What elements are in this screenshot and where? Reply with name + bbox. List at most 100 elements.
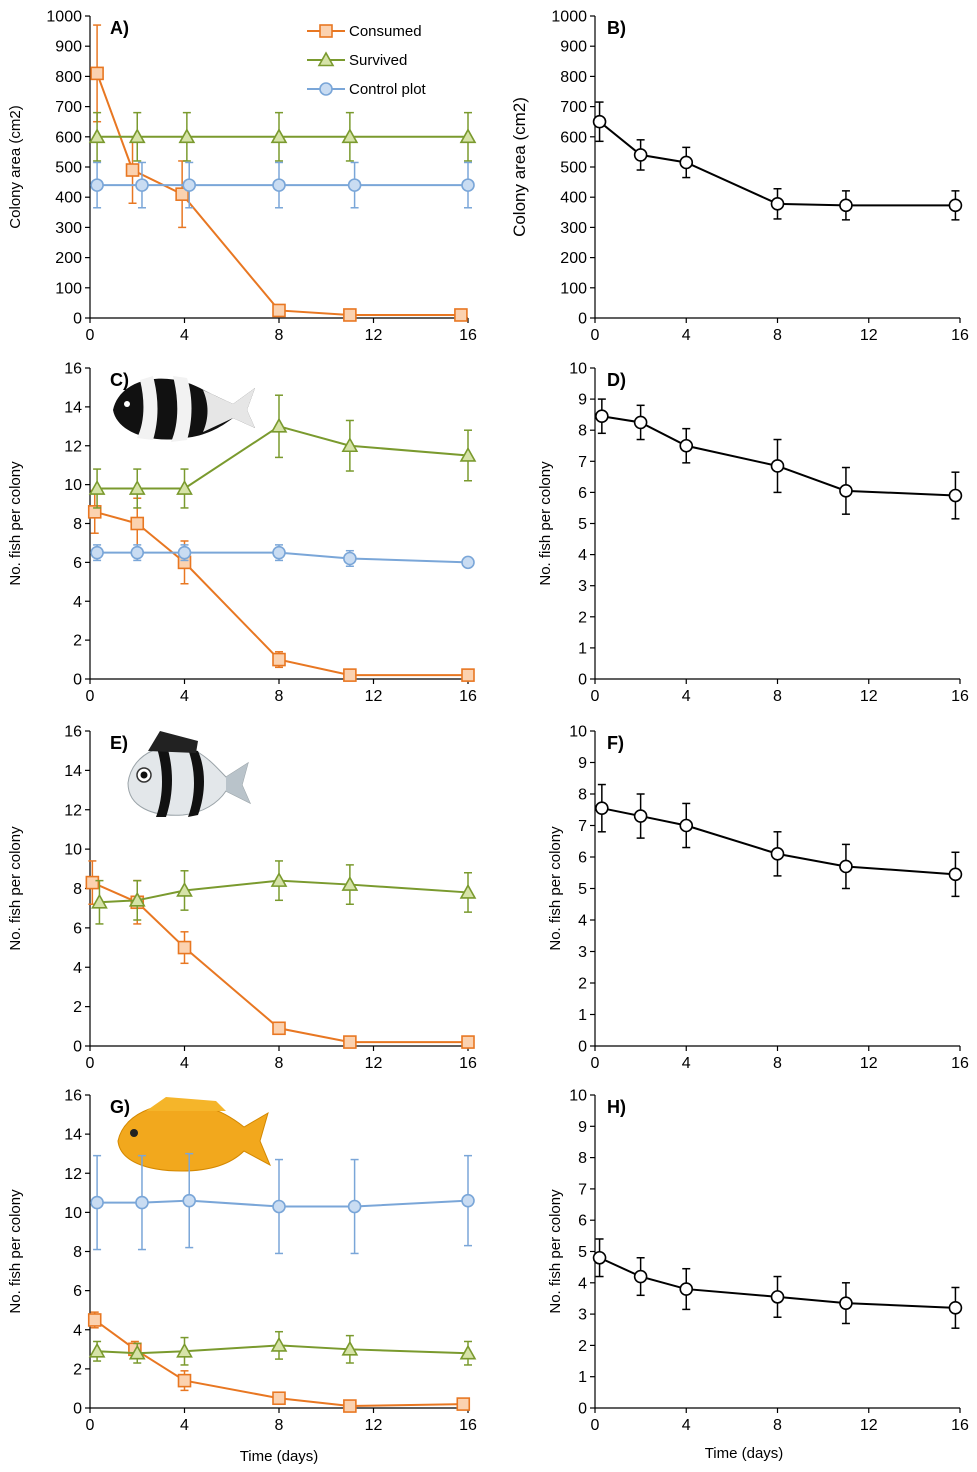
chart-panel-a: 0 100 200 300 400 500 600 700 800 900 1000 0 4 8 12 16 C… — [7, 9, 477, 345]
x-tick-label: 4 — [682, 327, 691, 344]
data-point — [178, 128, 196, 144]
legend-item-survived: Survived — [307, 51, 407, 69]
series-survived — [91, 860, 477, 925]
legend-marker — [319, 82, 333, 96]
x-tick-label: 16 — [951, 1417, 969, 1434]
data-point — [341, 875, 359, 891]
y-tick-label: 4 — [73, 594, 82, 611]
y-tick-label: 6 — [578, 1213, 587, 1230]
y-tick-label: 5 — [578, 516, 587, 533]
panel-label: H) — [607, 1097, 626, 1117]
x-tick-label: 0 — [591, 1055, 600, 1072]
y-tick-label: 14 — [64, 1127, 82, 1144]
data-point — [770, 197, 785, 211]
y-tick-label: 1000 — [46, 9, 82, 26]
panel-label: B) — [607, 18, 626, 38]
data-point — [839, 1296, 853, 1310]
y-tick-label: 4 — [73, 960, 82, 977]
data-point — [90, 66, 104, 81]
x-tick-label: 16 — [459, 1417, 477, 1434]
y-tick-label: 900 — [560, 39, 587, 56]
data-point — [347, 1199, 362, 1214]
data-point — [85, 875, 100, 890]
data-point — [90, 1195, 104, 1210]
series-control-plot — [90, 544, 475, 570]
y-tick-label: 1 — [578, 1369, 587, 1386]
y-tick-label: 8 — [73, 1244, 82, 1261]
y-axis-label: Colony area (cm2) — [510, 97, 529, 237]
y-tick-label: 7 — [578, 454, 587, 471]
data-point — [272, 545, 286, 560]
y-tick-label: 1 — [578, 1007, 587, 1024]
data-point — [839, 198, 853, 213]
y-tick-label: 16 — [64, 361, 82, 378]
x-tick-label: 12 — [365, 1417, 383, 1434]
x-tick-label: 12 — [860, 327, 878, 344]
data-point — [633, 415, 648, 430]
data-point — [270, 1336, 288, 1352]
y-tick-label: 6 — [578, 485, 587, 502]
x-tick-label: 0 — [591, 688, 600, 705]
y-tick-label: 0 — [73, 1401, 82, 1418]
y-tick-label: 14 — [64, 399, 82, 416]
data-point — [341, 1340, 359, 1356]
data-point — [948, 1301, 963, 1315]
data-point — [343, 1035, 357, 1049]
data-point — [347, 178, 362, 192]
data-point — [128, 1344, 146, 1360]
data-point — [343, 668, 357, 682]
data-point — [88, 128, 106, 144]
legend-label: Consumed — [349, 23, 422, 40]
legend-marker — [319, 24, 333, 38]
series-consumed — [87, 1311, 471, 1413]
x-tick-label: 4 — [180, 1055, 189, 1072]
data-point — [87, 1313, 102, 1327]
series-survived — [88, 1330, 477, 1366]
fish-striped-white-icon — [127, 731, 252, 817]
x-tick-label: 16 — [951, 1055, 969, 1072]
y-tick-label: 8 — [73, 516, 82, 533]
y-axis-label: No. fish per colony — [547, 826, 564, 951]
data-point — [595, 409, 609, 424]
data-point — [90, 545, 104, 560]
y-tick-label: 700 — [55, 99, 82, 116]
data-point — [948, 488, 963, 503]
y-tick-label: 100 — [55, 280, 82, 297]
x-tick-label: 8 — [773, 1055, 782, 1072]
x-tick-label: 12 — [365, 327, 383, 344]
x-tick-label: 0 — [86, 1417, 95, 1434]
y-tick-label: 2 — [73, 999, 82, 1016]
series-control-plot — [90, 161, 475, 209]
data-point — [176, 1342, 193, 1358]
series-line — [601, 415, 956, 497]
data-point — [130, 516, 145, 531]
data-point — [341, 437, 359, 453]
y-tick-label: 16 — [64, 1088, 82, 1105]
data-point — [270, 417, 288, 433]
data-point — [125, 163, 140, 177]
x-tick-label: 8 — [275, 327, 284, 344]
series-line — [96, 73, 461, 316]
data-point — [592, 1250, 607, 1265]
data-point — [461, 555, 475, 570]
y-tick-label: 8 — [578, 423, 587, 440]
y-tick-label: 4 — [578, 1275, 587, 1292]
panel-label: G) — [110, 1097, 130, 1117]
y-tick-label: 0 — [578, 311, 587, 328]
series-line — [97, 1199, 469, 1208]
x-tick-label: 12 — [365, 688, 383, 705]
series-line — [599, 1256, 956, 1309]
data-point — [839, 484, 853, 498]
data-point — [130, 545, 145, 560]
x-tick-label: 4 — [180, 327, 189, 344]
panel-label: F) — [607, 733, 624, 753]
x-tick-label: 16 — [459, 1055, 477, 1072]
data-point — [272, 1391, 286, 1406]
y-axis-label: No. fish per colony — [537, 461, 554, 586]
x-tick-label: 12 — [860, 1417, 878, 1434]
y-tick-label: 500 — [560, 160, 587, 177]
series-line — [97, 1344, 469, 1355]
series-line — [99, 879, 469, 904]
